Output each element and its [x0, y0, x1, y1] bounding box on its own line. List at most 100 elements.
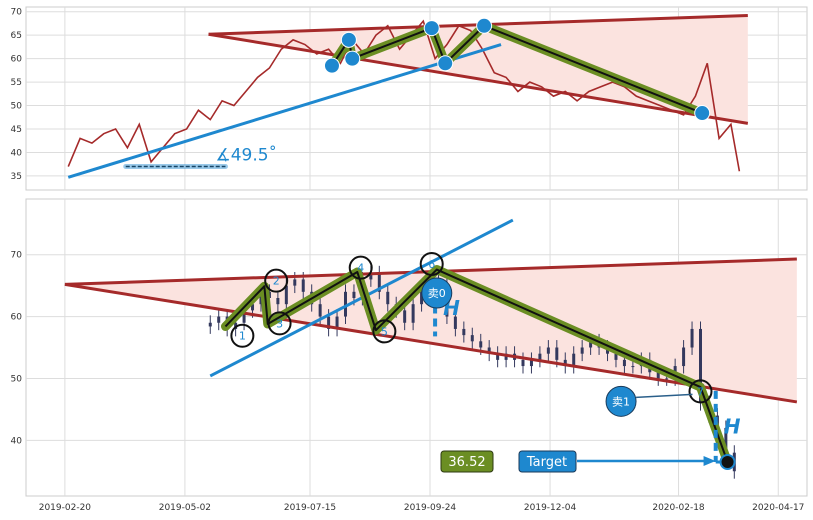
candle-body: [631, 366, 635, 368]
pivot-label: 4: [357, 262, 364, 275]
zigzag-point: [344, 50, 361, 67]
candle-body: [293, 279, 297, 286]
pivot-label: 2: [273, 275, 280, 288]
pivot-label: 3: [276, 317, 283, 330]
zigzag-point: [340, 31, 357, 48]
pivot-circle: [419, 251, 444, 276]
candle-body: [563, 359, 567, 367]
candle-body: [420, 291, 424, 305]
candle-body: [208, 322, 212, 327]
candle-body: [572, 353, 576, 367]
bottom-zigzag-pattern: [220, 265, 733, 467]
candle-body: [369, 273, 373, 280]
candle-body: [251, 304, 255, 311]
top-y-tick-label: 50: [11, 102, 23, 112]
candle-body: [335, 316, 339, 329]
zigzag-point: [323, 57, 340, 74]
x-tick-label: 2020-04-17: [752, 503, 804, 513]
pivot-circle: [230, 323, 255, 348]
top-y-tick-label: 60: [11, 55, 23, 65]
top-y-tick-label: 70: [11, 8, 23, 18]
pivot-markers: 1 2 3 4 5 6 7: [230, 251, 713, 404]
target-price-label: 36.52: [448, 455, 485, 470]
top-y-tick-label: 40: [11, 148, 23, 158]
bottom-y-tick-label: 40: [11, 436, 23, 446]
top-y-tick-labels: 35 40 45 50 55 60 65 70: [11, 8, 23, 182]
x-tick-label: 2019-05-02: [159, 503, 211, 513]
pivot-label: 1: [239, 330, 246, 343]
candle-body: [546, 347, 550, 354]
top-y-tick-label: 55: [11, 78, 22, 88]
pivot-circle: [267, 311, 292, 336]
target-arrowhead: [703, 455, 716, 466]
candle-body: [724, 427, 728, 453]
top-zigzag-pattern: [323, 17, 711, 122]
zigzag-point: [423, 20, 440, 37]
candle-body: [487, 347, 491, 354]
x-tick-label: 2019-12-04: [524, 503, 577, 513]
candle-body: [589, 341, 593, 348]
bottom-y-tick-labels: 40 50 60 70: [11, 251, 23, 447]
x-tick-label: 2019-07-15: [284, 503, 336, 513]
sell-marker-circle: [605, 385, 637, 417]
top-y-tick-label: 65: [11, 31, 22, 41]
pivot-circle: [348, 255, 373, 280]
top-y-tick-label: 35: [11, 172, 22, 182]
candle-body: [606, 347, 610, 354]
candle-body: [284, 285, 288, 305]
target-label: Target: [526, 455, 567, 470]
candle-body: [318, 304, 322, 317]
candle-body: [665, 378, 669, 380]
target-price-box: [440, 450, 494, 473]
candle-body: [614, 353, 618, 360]
candle-body: [504, 353, 508, 360]
candle-body: [470, 335, 474, 342]
sell-marker-label: 卖0: [428, 287, 446, 300]
target-annotation: 36.52 Target: [440, 450, 736, 473]
zigzag-line: [224, 268, 729, 463]
bottom-panel: 40 50 60 70 2019-02-20 2019-05-02 2019-07-15 2…: [11, 198, 808, 513]
sell-marker-label: 卖1: [612, 395, 630, 408]
pivot-circle: [264, 268, 289, 293]
pivot-circle: [688, 379, 713, 404]
candle-body: [327, 316, 331, 329]
pivot-label: 5: [381, 325, 388, 338]
candle-body: [555, 347, 559, 360]
trendline-lower: [64, 282, 798, 404]
candle-body: [377, 273, 381, 292]
candle-body: [529, 359, 533, 367]
pivot-label: 6: [428, 258, 435, 271]
zigzag-point: [476, 17, 493, 34]
zigzag-point: [694, 105, 711, 122]
sell-markers: 卖0 卖1: [421, 277, 693, 417]
x-tick-label: 2019-09-24: [404, 503, 457, 513]
candle-body: [403, 310, 407, 323]
candle-body: [479, 341, 483, 348]
candle-body: [690, 328, 694, 348]
candle-body: [242, 310, 246, 323]
bottom-y-tick-label: 50: [11, 374, 23, 384]
candle-body: [344, 291, 347, 317]
zigzag-point: [437, 55, 454, 72]
candle-body: [682, 347, 686, 367]
candle-body: [622, 359, 626, 367]
candle-body: [276, 298, 280, 305]
candle-body: [538, 353, 542, 360]
top-panel: 35 40 45 50 55 60 65 70 ∡49.5˚: [11, 6, 808, 191]
x-tick-label: 2020-02-18: [652, 503, 705, 513]
candle-body: [352, 291, 356, 298]
bottom-wedge-fill: [64, 259, 797, 402]
candle-body: [496, 353, 500, 360]
pivot-label: 7: [697, 385, 704, 398]
sell-marker-circle: [421, 277, 453, 309]
bottom-y-tick-label: 70: [11, 251, 23, 261]
pivot-circle: [372, 319, 397, 344]
candle-body: [462, 328, 466, 336]
candle-body: [386, 291, 390, 305]
angle-annotation: ∡49.5˚: [123, 145, 277, 170]
bottom-y-tick-label: 60: [11, 313, 23, 323]
candle-body: [217, 316, 221, 323]
x-tick-label: 2019-02-20: [39, 503, 92, 513]
candle-body: [656, 372, 660, 379]
